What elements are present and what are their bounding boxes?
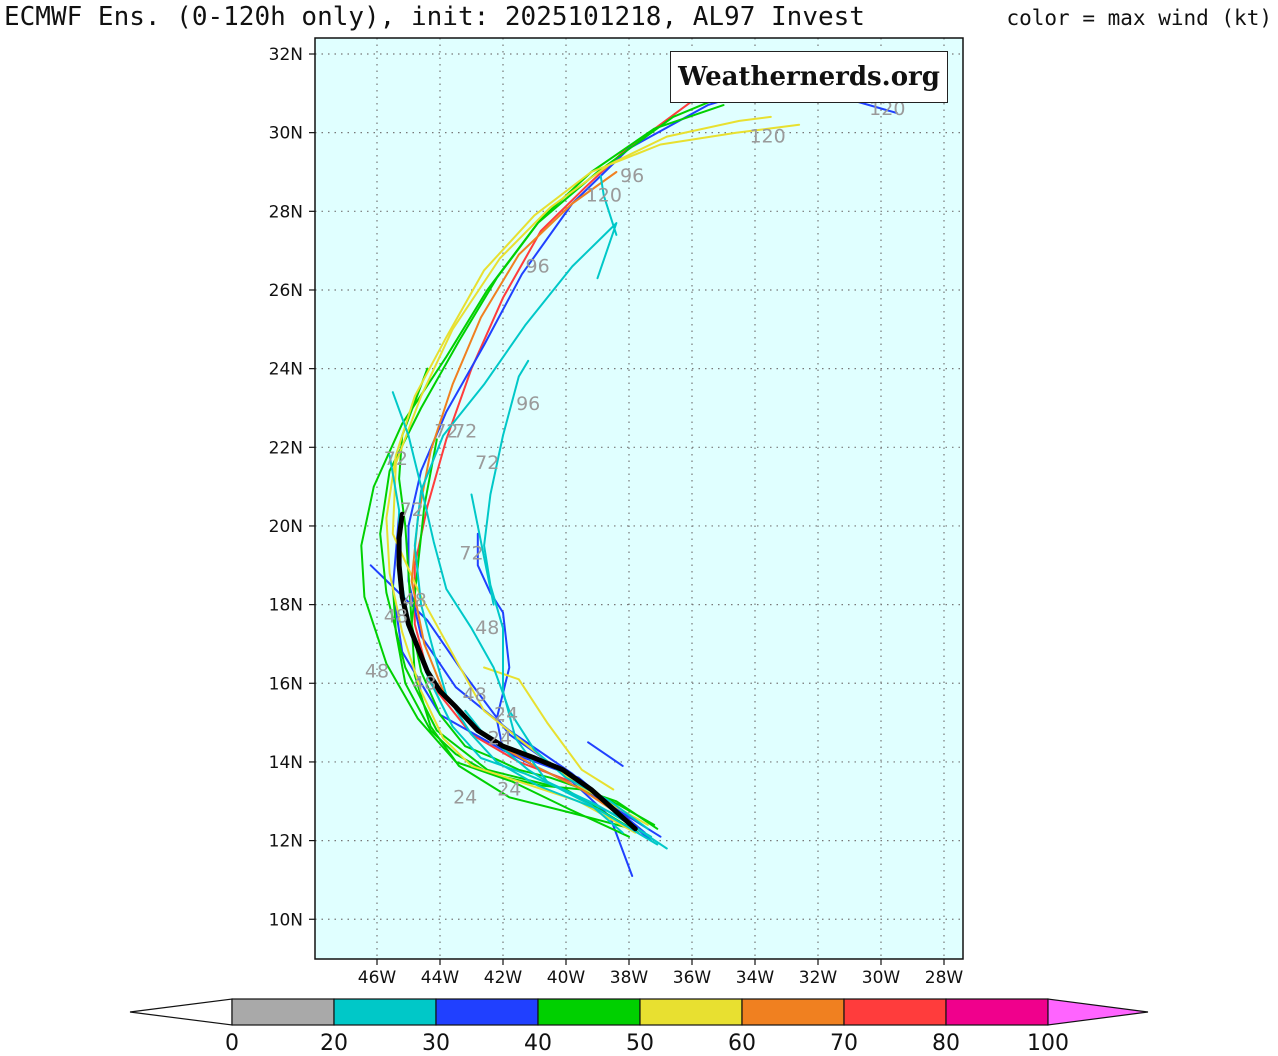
ensemble-track-10 (410, 438, 634, 830)
forecast-hour-label: 72 (459, 542, 483, 564)
forecast-hour-label: 96 (516, 393, 540, 415)
forecast-hour-label: 96 (526, 255, 550, 277)
colorbar-tick-label: 50 (626, 1031, 654, 1056)
lat-label: 26N (269, 281, 303, 301)
forecast-hour-label: 72 (400, 499, 424, 521)
lat-label: 28N (269, 202, 303, 222)
colorbar-legend-caption: color = max wind (kt) (1006, 6, 1272, 30)
ensemble-track-17 (413, 222, 659, 846)
lon-label: 36W (673, 968, 712, 988)
forecast-hour-label: 24 (453, 786, 477, 808)
forecast-hour-label: 96 (620, 165, 644, 187)
colorbar-bin (231, 998, 335, 1026)
lat-label: 14N (269, 753, 303, 773)
colorbar-bin (435, 998, 539, 1026)
forecast-hour-label: 120 (749, 126, 785, 148)
lon-label: 44W (421, 968, 460, 988)
lon-label: 28W (925, 968, 964, 988)
ensemble-track-7 (360, 88, 741, 838)
forecast-hour-label: 48 (365, 660, 389, 682)
lat-label: 12N (269, 832, 303, 852)
colorbar-tick-label: 30 (422, 1031, 450, 1056)
colorbar: 0 20 30 40 50 60 70 80 100 (129, 998, 1149, 1056)
watermark: Weathernerds.org (670, 51, 948, 103)
colorbar-tick-label: 80 (932, 1031, 960, 1056)
forecast-hour-label: 48 (475, 617, 499, 639)
colorbar-bin (843, 998, 947, 1026)
forecast-hour-label: 24 (494, 704, 518, 726)
chart-title: ECMWF Ens. (0-120h only), init: 20251012… (4, 2, 865, 32)
forecast-hour-label: 72 (384, 448, 408, 470)
ensemble-track-13 (385, 123, 801, 834)
colorbar-tick-label: 60 (728, 1031, 756, 1056)
lon-label: 32W (799, 968, 838, 988)
colorbar-bin (945, 998, 1049, 1026)
forecast-hour-label: 48 (463, 684, 487, 706)
latitude-labels: 32N 30N 28N 26N 24N 22N 20N 18N 16N 14N 12N 10N (269, 45, 303, 930)
longitude-labels: 46W 44W 42W 40W 38W 36W 34W 32W 30W 28W (358, 968, 964, 988)
lat-label: 24N (269, 360, 303, 380)
lon-label: 46W (358, 968, 397, 988)
ensemble-track-12 (391, 115, 772, 826)
ensemble-track-1 (413, 84, 725, 830)
ensemble-track-8 (379, 104, 725, 834)
lat-label: 16N (269, 674, 303, 694)
forecast-hour-label: 48 (403, 590, 427, 612)
colorbar-tick-label: 40 (524, 1031, 552, 1056)
map-frame (314, 37, 964, 960)
lat-label: 22N (269, 438, 303, 458)
forecast-hour-label: 72 (475, 452, 499, 474)
ensemble-track-21 (470, 493, 495, 606)
colorbar-tick-label: 100 (1027, 1031, 1069, 1056)
axis-ticks (309, 53, 945, 965)
lon-label: 30W (862, 968, 901, 988)
colorbar-tick-label: 20 (320, 1031, 348, 1056)
mean-track-line (396, 511, 638, 832)
lat-label: 10N (269, 910, 303, 930)
ensemble-track-22 (599, 174, 618, 236)
lat-label: 20N (269, 517, 303, 537)
lat-label: 18N (269, 596, 303, 616)
ensemble-track-19 (391, 391, 649, 830)
forecast-hour-label: 24 (488, 727, 512, 749)
forecast-hour-label: 120 (586, 185, 622, 207)
lat-label: 30N (269, 124, 303, 144)
lon-label: 38W (610, 968, 649, 988)
colorbar-under-arrow (129, 998, 233, 1026)
colorbar-over-arrow (1047, 998, 1149, 1026)
forecast-hour-label: 120 (869, 98, 905, 120)
ensemble-track-4 (587, 741, 624, 767)
ensemble-mean-track (396, 511, 638, 832)
forecast-hour-label: 24 (497, 778, 521, 800)
lon-label: 42W (484, 968, 523, 988)
colorbar-bin (537, 998, 641, 1026)
lat-label: 32N (269, 45, 303, 65)
colorbar-bin (333, 998, 437, 1026)
forecast-hour-label: 72 (453, 421, 477, 443)
colorbar-bin (639, 998, 743, 1026)
colorbar-tick-label: 0 (225, 1031, 239, 1056)
colorbar-bin (741, 998, 845, 1026)
lon-label: 40W (547, 968, 586, 988)
ensemble-track-20 (464, 709, 624, 834)
ensemble-track-14 (483, 666, 615, 791)
colorbar-tick-label: 70 (830, 1031, 858, 1056)
forecast-hour-label: 48 (412, 672, 436, 694)
forecast-hour-label: 72 (434, 421, 458, 443)
lon-label: 34W (736, 968, 775, 988)
ensemble-tracks (360, 80, 898, 877)
forecast-hour-label: 48 (384, 605, 408, 627)
